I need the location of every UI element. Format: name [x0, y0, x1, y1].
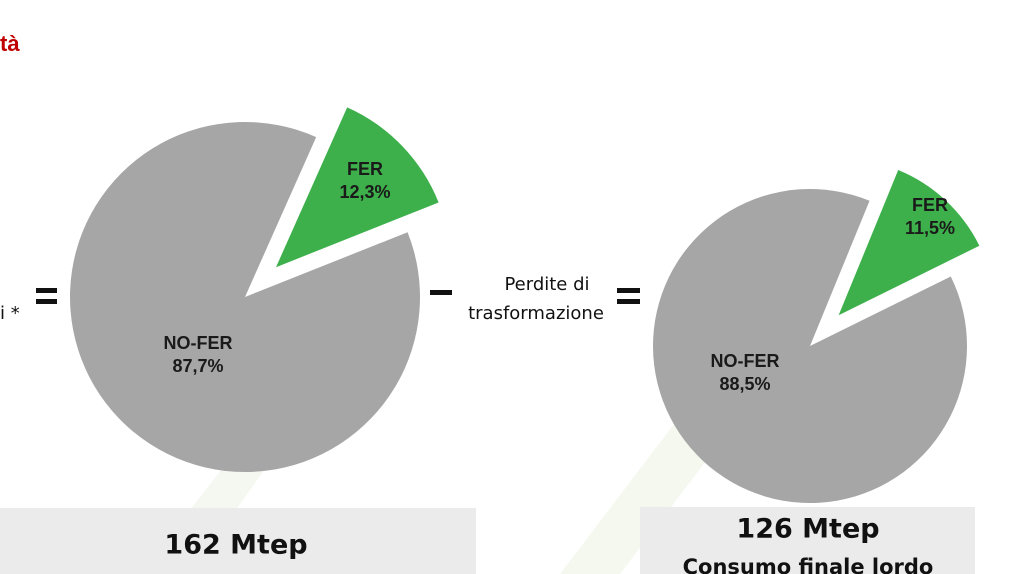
pie-slice: [276, 107, 439, 268]
slice-value-label: 87,7%: [172, 356, 223, 376]
pie-slice: [653, 188, 967, 503]
slice-value-label: 12,3%: [339, 182, 390, 202]
slice-category: NO-FER: [711, 351, 780, 371]
equals-sign: [36, 299, 57, 304]
minus-sign: [430, 290, 452, 295]
total-box: [640, 507, 975, 574]
slice-value-label: 11,5%: [905, 218, 955, 238]
total-label: 162 Mtep: [164, 530, 307, 561]
loss-label: trasformazione: [468, 303, 604, 324]
left-note: i *: [0, 303, 20, 324]
slice-category: NO-FER: [164, 333, 233, 353]
slice-category: FER: [347, 159, 383, 179]
pie-slice: [838, 170, 980, 316]
slide-title: tà: [0, 31, 20, 56]
pie-slice: [69, 121, 420, 473]
total-label: 126 Mtep: [736, 514, 879, 545]
total-subtitle: Consumo finale lordo: [683, 555, 934, 574]
loss-label: Perdite di: [504, 274, 589, 295]
equals-sign: [617, 288, 640, 293]
total-box: [0, 508, 476, 574]
equals-sign: [617, 299, 640, 304]
equals-sign: [36, 288, 57, 293]
slice-category: FER: [912, 195, 948, 215]
slice-value-label: 88,5%: [719, 374, 770, 394]
